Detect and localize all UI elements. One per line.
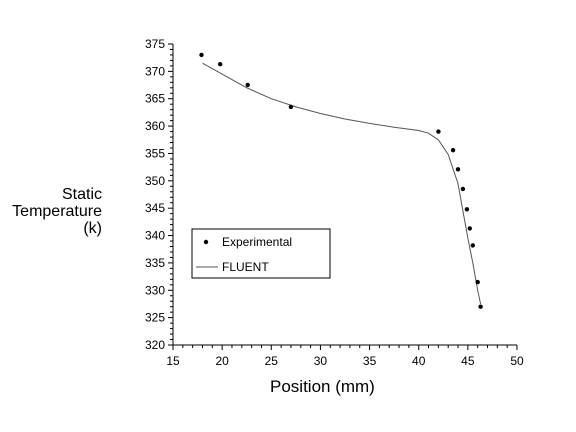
legend-box bbox=[191, 228, 331, 279]
y-tick-label: 325 bbox=[145, 311, 165, 325]
data-point-experimental bbox=[218, 61, 223, 67]
y-tick-label: 370 bbox=[145, 64, 165, 78]
y-tick-label: 345 bbox=[145, 201, 165, 215]
legend-label-experimental: Experimental bbox=[222, 235, 292, 249]
legend: Experimental FLUENT bbox=[191, 228, 331, 279]
y-tick-label: 335 bbox=[145, 256, 165, 270]
data-point-experimental bbox=[288, 104, 294, 110]
data-point-experimental bbox=[245, 82, 250, 88]
y-tick-label: 340 bbox=[145, 229, 165, 243]
data-point-experimental bbox=[450, 148, 456, 153]
ticks: 320 325 330 335 340 345 350 355 360 365 370 375 15 20… bbox=[145, 37, 524, 368]
y-tick-label: 350 bbox=[145, 174, 165, 188]
x-tick-label: 50 bbox=[510, 354, 524, 368]
y-tick-label: 375 bbox=[145, 37, 165, 51]
series-line-fluent bbox=[202, 62, 482, 305]
x-axis-label: Position (mm) bbox=[270, 377, 375, 396]
x-tick-label: 25 bbox=[265, 354, 279, 368]
x-tick-label: 40 bbox=[412, 354, 426, 368]
y-axis-label-line-2: Temperature bbox=[12, 203, 102, 220]
legend-marker-experimental bbox=[203, 239, 209, 245]
data-point-experimental bbox=[475, 279, 480, 285]
y-tick-label: 320 bbox=[145, 338, 165, 352]
data-point-experimental bbox=[470, 243, 475, 248]
data-point-experimental bbox=[199, 52, 204, 58]
y-tick-label: 360 bbox=[145, 119, 165, 133]
data-point-experimental bbox=[464, 207, 470, 212]
x-tick-label: 30 bbox=[314, 354, 328, 368]
axes bbox=[172, 44, 517, 346]
x-tick-label: 15 bbox=[166, 354, 180, 368]
legend-label-fluent: FLUENT bbox=[222, 260, 269, 274]
y-tick-label: 355 bbox=[145, 146, 165, 160]
x-tick-label: 20 bbox=[215, 354, 229, 368]
data-point-experimental bbox=[478, 304, 483, 309]
data-point-experimental bbox=[467, 226, 472, 231]
data-point-experimental bbox=[436, 129, 441, 134]
plot-area bbox=[199, 52, 483, 309]
y-axis-label-line-3: (k) bbox=[83, 220, 102, 237]
x-tick-label: 35 bbox=[363, 354, 377, 368]
y-axis-label-line-1: Static bbox=[61, 186, 102, 203]
x-tick-label: 45 bbox=[461, 354, 475, 368]
data-point-experimental bbox=[460, 186, 466, 192]
y-tick-label: 330 bbox=[145, 283, 165, 297]
y-tick-label: 365 bbox=[145, 92, 165, 106]
y-axis-label: Static Temperature (k) bbox=[0, 186, 102, 237]
data-point-experimental bbox=[455, 167, 461, 172]
